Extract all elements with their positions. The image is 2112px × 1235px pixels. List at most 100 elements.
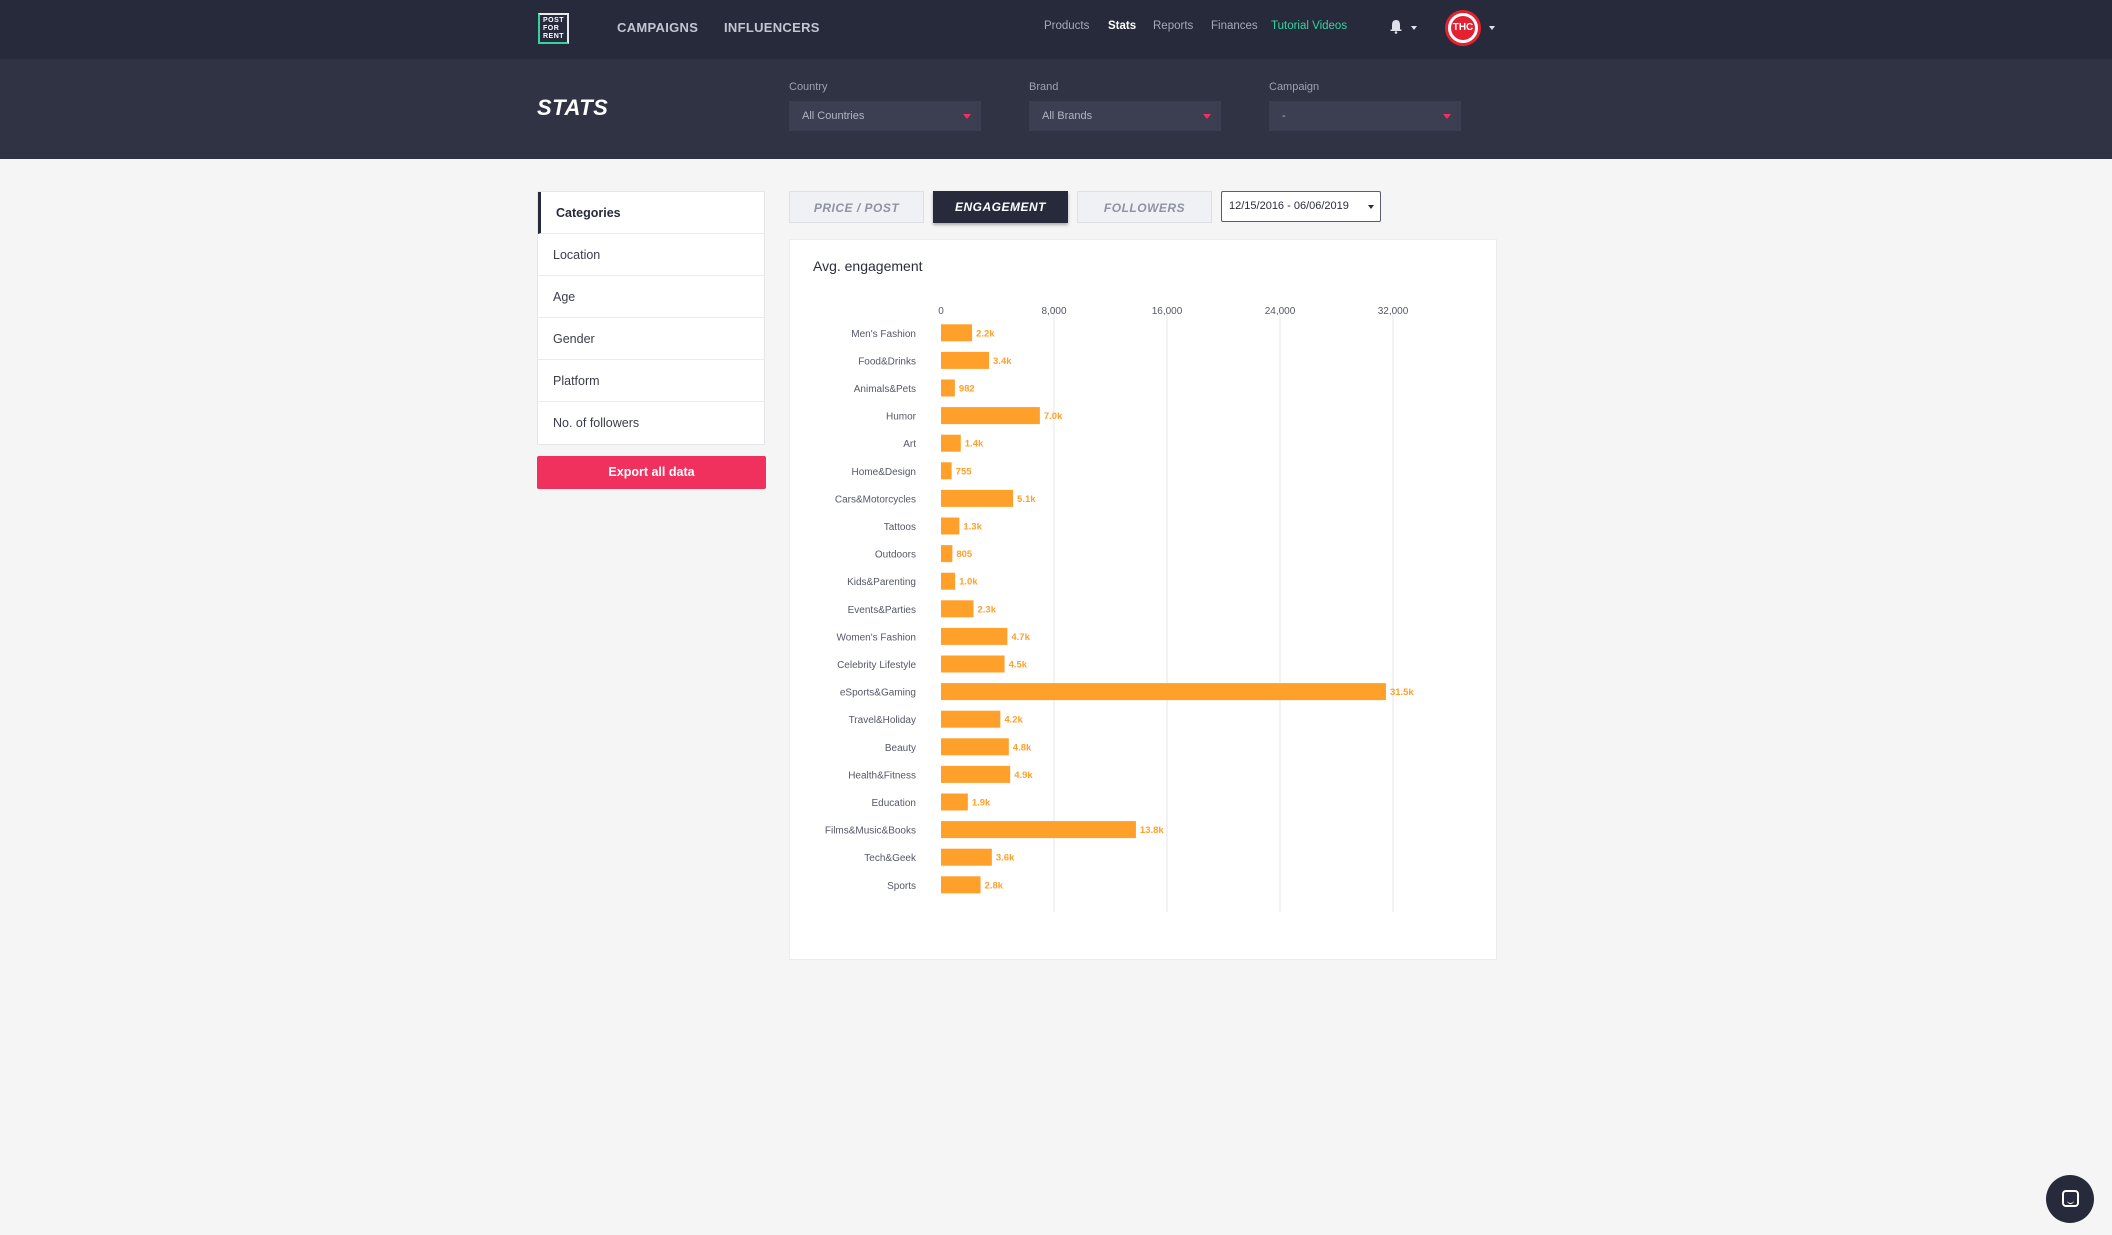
sidebar-item-age[interactable]: Age xyxy=(538,276,764,318)
chevron-down-icon[interactable] xyxy=(1489,26,1495,30)
x-tick-label: 24,000 xyxy=(1265,306,1296,317)
bar-value-label: 2.3k xyxy=(977,604,996,615)
campaign-select[interactable]: - xyxy=(1269,101,1461,131)
campaign-label: Campaign xyxy=(1269,81,1320,93)
y-category-label: Outdoors xyxy=(875,550,916,561)
chevron-down-icon xyxy=(1203,114,1211,119)
nav-campaigns[interactable]: CAMPAIGNS xyxy=(617,20,699,35)
y-category-label: eSports&Gaming xyxy=(840,688,916,699)
bar xyxy=(941,324,973,342)
y-category-label: Cars&Motorcycles xyxy=(835,494,916,505)
avatar-initials: THC xyxy=(1451,16,1475,40)
y-category-label: Tech&Geek xyxy=(864,853,917,864)
y-category-label: Tattoos xyxy=(884,522,916,533)
engagement-bar-chart: 0 8,000 16,000 24,000 32,000 Men's Fashion 2.2… xyxy=(825,306,1414,912)
sidebar-item-followers[interactable]: No. of followers xyxy=(553,416,640,430)
nav-finances[interactable]: Finances xyxy=(1211,20,1258,32)
y-category-label: Education xyxy=(872,798,916,809)
bar xyxy=(941,627,1008,645)
bar xyxy=(941,738,1009,756)
logo[interactable]: POST FOR RENT xyxy=(538,13,569,44)
bar-value-label: 4.9k xyxy=(1014,770,1033,781)
bar-value-label: 4.7k xyxy=(1011,632,1030,643)
y-category-label: Men's Fashion xyxy=(851,329,916,340)
nav-tutorial-videos[interactable]: Tutorial Videos xyxy=(1271,20,1348,32)
chevron-down-icon[interactable] xyxy=(1411,26,1417,30)
chevron-down-icon xyxy=(1443,114,1451,119)
brand-select[interactable]: All Brands xyxy=(1029,101,1221,131)
bar xyxy=(941,517,960,535)
bar-value-label: 1.0k xyxy=(959,577,978,588)
y-category-label: Beauty xyxy=(885,743,916,754)
stats-sidebar: Categories Location Age Gender Platform … xyxy=(537,191,765,445)
y-category-label: Home&Design xyxy=(852,467,916,478)
brand-value: All Brands xyxy=(1042,110,1093,122)
bar-value-label: 5.1k xyxy=(1017,494,1036,505)
bar xyxy=(941,655,1005,673)
y-category-label: Humor xyxy=(886,412,917,423)
bar xyxy=(941,683,1386,701)
nav-reports[interactable]: Reports xyxy=(1153,20,1194,32)
y-category-label: Films&Music&Books xyxy=(825,826,916,837)
bar xyxy=(941,379,955,397)
nav-stats[interactable]: Stats xyxy=(1108,20,1137,32)
bar-value-label: 1.4k xyxy=(965,439,984,450)
bar-value-label: 805 xyxy=(956,549,973,560)
bar-value-label: 4.2k xyxy=(1004,715,1023,726)
y-category-label: Travel&Holiday xyxy=(849,715,916,726)
y-category-label: Kids&Parenting xyxy=(847,577,916,588)
page-title: STATS xyxy=(537,95,609,120)
avatar[interactable]: THC xyxy=(1445,10,1481,46)
tab-engagement[interactable]: ENGAGEMENT xyxy=(933,191,1068,223)
tab-price-post[interactable]: PRICE / POST xyxy=(789,191,924,223)
country-select[interactable]: All Countries xyxy=(789,101,981,131)
y-category-label: Art xyxy=(903,439,916,450)
bar xyxy=(941,821,1136,839)
top-navbar: POST FOR RENT CAMPAIGNS INFLUENCERS Prod… xyxy=(0,0,2112,59)
sidebar-item-location[interactable]: Location xyxy=(538,234,764,276)
bar-value-label: 755 xyxy=(956,466,973,477)
bar xyxy=(941,848,992,866)
bar-value-label: 1.3k xyxy=(963,522,982,533)
logo-text: POST FOR RENT xyxy=(543,17,565,40)
y-category-label: Women's Fashion xyxy=(836,632,916,643)
nav-products[interactable]: Products xyxy=(1044,20,1090,32)
bell-icon[interactable] xyxy=(1387,18,1411,34)
export-all-data-button[interactable]: Export all data xyxy=(537,456,766,489)
sidebar-item-categories[interactable]: Categories xyxy=(538,192,764,234)
nav-influencers[interactable]: INFLUENCERS xyxy=(724,20,820,35)
bar-value-label: 31.5k xyxy=(1390,687,1414,698)
date-range-value: 12/15/2016 - 06/06/2019 xyxy=(1229,200,1349,212)
x-tick-label: 16,000 xyxy=(1152,306,1183,317)
bar xyxy=(941,572,956,590)
bar-value-label: 4.8k xyxy=(1013,742,1032,753)
tab-followers[interactable]: FOLLOWERS xyxy=(1077,191,1212,223)
bar-value-label: 1.9k xyxy=(972,798,991,809)
brand-label: Brand xyxy=(1029,81,1059,93)
x-tick-label: 32,000 xyxy=(1378,306,1409,317)
chart-title: Avg. engagement xyxy=(813,258,923,274)
y-category-label: Animals&Pets xyxy=(854,384,916,395)
bar xyxy=(941,351,990,369)
sidebar-item-platform[interactable]: Platform xyxy=(538,360,764,402)
bar xyxy=(941,876,981,894)
bar xyxy=(941,765,1011,783)
bar xyxy=(941,434,961,452)
sidebar-item-gender[interactable]: Gender xyxy=(538,318,764,360)
bar xyxy=(941,489,1014,507)
bar-value-label: 3.4k xyxy=(993,356,1012,367)
y-category-label: Food&Drinks xyxy=(858,356,916,367)
date-range-picker[interactable]: 12/15/2016 - 06/06/2019 xyxy=(1221,191,1381,222)
chat-launcher-button[interactable] xyxy=(2046,1175,2094,1223)
bar xyxy=(941,793,968,811)
bar-value-label: 4.5k xyxy=(1009,660,1028,671)
bar xyxy=(941,545,953,563)
bar-value-label: 2.2k xyxy=(976,328,995,339)
chart-card: Avg. engagement 0 8,000 16,000 24,000 32,000… xyxy=(789,239,1497,960)
bar-value-label: 2.8k xyxy=(985,880,1004,891)
bar-value-label: 7.0k xyxy=(1044,411,1063,422)
bar xyxy=(941,462,952,480)
bar-value-label: 3.6k xyxy=(996,853,1015,864)
bar xyxy=(941,407,1040,425)
y-category-label: Health&Fitness xyxy=(848,770,916,781)
